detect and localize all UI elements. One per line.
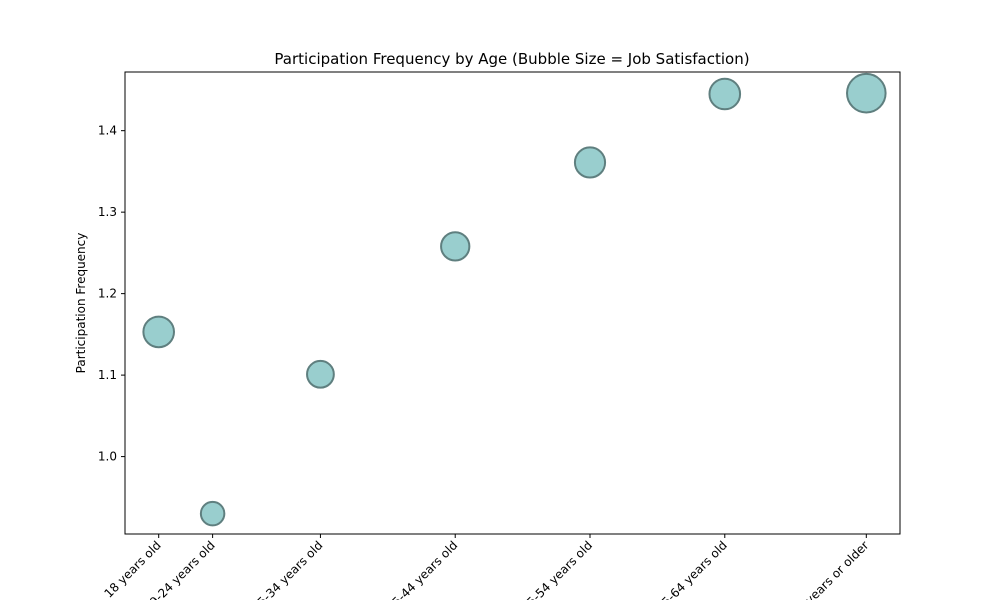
x-tick-label: 25-34 years old [249,538,325,600]
x-tick-label: 35-44 years old [384,538,460,600]
y-tick-label: 1.2 [98,287,117,301]
bubble-point [306,359,335,389]
chart-title: Participation Frequency by Age (Bubble S… [274,50,749,68]
y-tick-label: 1.0 [98,450,117,464]
bubble-point [199,500,226,527]
bubble-point [142,315,176,349]
bubble-point [573,146,607,179]
bubble-point [846,72,887,114]
y-tick-label: 1.3 [98,205,117,219]
x-tick-label: 55-64 years old [654,538,730,600]
x-tick-label: 65 years or older [789,538,872,600]
y-tick-label: 1.4 [98,124,117,138]
x-tick-label: 45-54 years old [519,538,595,600]
plot-area [124,71,901,535]
bubble-point [440,231,471,262]
y-axis-label: Participation Frequency [74,233,88,374]
y-tick-label: 1.1 [98,368,117,382]
bubble-point [708,77,742,111]
